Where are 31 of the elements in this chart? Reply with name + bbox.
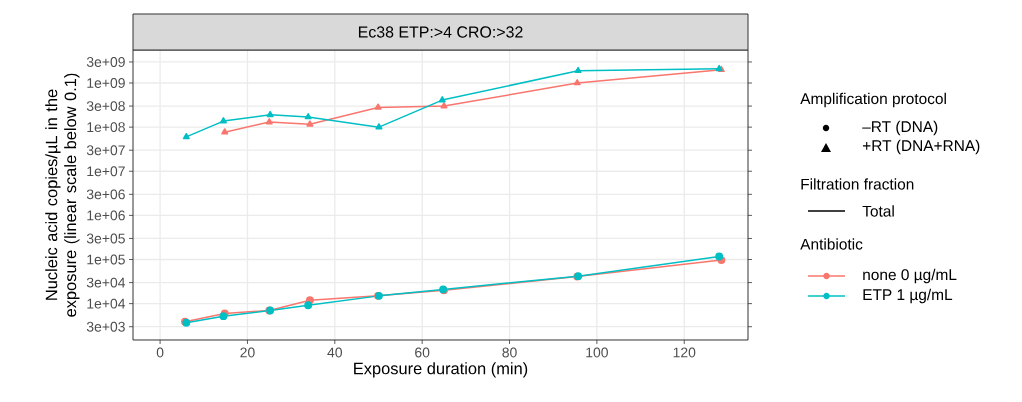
y-axis-title: Nucleic acid copies/µL in the exposure (linear scale below 0.1) bbox=[45, 73, 80, 317]
y-tick-label: 1e+08 bbox=[87, 122, 125, 133]
y-tick-label: 1e+04 bbox=[87, 298, 126, 309]
x-tick-label: 40 bbox=[327, 347, 343, 358]
x-tick-label: 120 bbox=[673, 347, 696, 358]
y-tick-label: 3e+04 bbox=[86, 277, 126, 288]
text: +RT (DNA+RNA) bbox=[862, 139, 980, 155]
y-tick-label: 3e+03 bbox=[86, 321, 125, 332]
x-tick-label: 0 bbox=[156, 347, 164, 358]
text: Total bbox=[862, 205, 894, 217]
x-axis-title: Exposure duration (min) bbox=[354, 362, 528, 378]
legend-title: Antibiotic bbox=[800, 238, 863, 250]
text: Amplification protocol bbox=[800, 92, 946, 108]
text: –RT (DNA) bbox=[862, 120, 938, 136]
y-tick-label: 3e+05 bbox=[86, 233, 125, 244]
x-tick-label: 20 bbox=[240, 347, 255, 358]
x-tick-label: 80 bbox=[502, 347, 517, 358]
y-tick-label: 3e+06 bbox=[86, 189, 125, 200]
legend-label: none 0 µg/mL bbox=[863, 268, 957, 284]
y-tick-label: 3e+09 bbox=[86, 57, 125, 67]
y-tick-label: 1e+09 bbox=[87, 78, 125, 88]
y-tick-label: 3e+07 bbox=[86, 145, 125, 156]
y-tick-label: 3e+08 bbox=[86, 101, 125, 112]
x-tick-label: 60 bbox=[415, 347, 430, 358]
x-tick-label: 100 bbox=[586, 347, 608, 358]
y-tick-label: 1e+07 bbox=[87, 166, 125, 177]
chart-title: Ec38 ETP:>4 CRO:>32 bbox=[358, 26, 523, 38]
legend-label: ETP 1 µg/mL bbox=[863, 288, 953, 304]
y-tick-label: 1e+05 bbox=[87, 254, 125, 265]
y-tick-label: 1e+06 bbox=[87, 210, 125, 221]
text: Filtration fraction bbox=[801, 178, 914, 190]
